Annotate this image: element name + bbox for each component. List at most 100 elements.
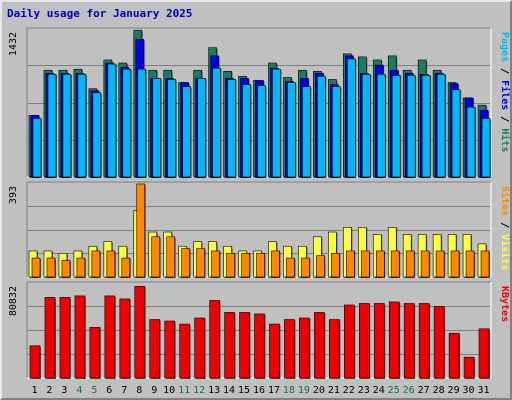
- sites-bar: [405, 250, 415, 278]
- kbytes-side-label-part: KBytes: [499, 286, 510, 322]
- kbytes-bar: [478, 328, 490, 379]
- sites-bar: [271, 250, 280, 278]
- kbytes-bar: [314, 312, 325, 379]
- kbytes-bar: [134, 286, 146, 379]
- x-tick-label: 12: [193, 385, 205, 396]
- kbytes-bar: [164, 320, 176, 379]
- sites-bar: [450, 250, 460, 278]
- kbytes-bar: [254, 313, 265, 379]
- sites-bar: [256, 253, 265, 278]
- x-tick-label: 2: [46, 385, 52, 396]
- x-tick-label: 9: [151, 385, 157, 396]
- sites-bar: [46, 257, 56, 278]
- pages-bar: [481, 118, 491, 178]
- sites-bar: [106, 250, 116, 278]
- sites-bar: [360, 250, 370, 278]
- x-tick-label: 15: [238, 385, 250, 396]
- x-tick-label: 8: [136, 385, 142, 396]
- sites-bar: [346, 250, 355, 278]
- pages-bar: [197, 78, 206, 178]
- sites-bar: [301, 257, 310, 278]
- sites-bar: [211, 250, 220, 278]
- kbytes-bar: [224, 312, 235, 379]
- sites-bar: [286, 257, 295, 278]
- sites-bar: [61, 260, 71, 278]
- kbytes-bar: [104, 295, 116, 379]
- pages-bar: [152, 78, 162, 178]
- kbytes-max-label: 80832: [8, 286, 19, 316]
- pages-bar: [361, 74, 371, 178]
- x-tick-label: 10: [163, 385, 175, 396]
- kbytes-bar: [209, 300, 220, 379]
- sites-bar: [226, 253, 235, 278]
- pages-bar: [92, 92, 102, 178]
- kbytes-bar: [44, 297, 56, 379]
- kbytes-bar: [269, 323, 280, 379]
- pages-bar: [167, 79, 177, 178]
- x-tick-label: 28: [433, 385, 445, 396]
- sites-bar: [121, 257, 131, 278]
- kbytes-bar: [149, 319, 161, 379]
- kbytes-bar: [59, 297, 71, 379]
- x-tick-label: 26: [403, 385, 415, 396]
- pages-bar: [302, 86, 311, 178]
- pages-bar: [122, 68, 132, 178]
- kbytes-bar: [89, 326, 101, 379]
- sites-bar: [31, 257, 41, 278]
- visits-side-label-part: Sites: [499, 186, 511, 216]
- pages-bar: [107, 63, 117, 178]
- x-tick-label: 27: [418, 385, 430, 396]
- kbytes-bar: [388, 301, 400, 379]
- visits-side-label: Sites / Visits: [499, 186, 511, 270]
- x-tick-label: 18: [283, 385, 295, 396]
- sites-bar: [465, 250, 475, 278]
- x-tick-label: 20: [313, 385, 325, 396]
- hits-max-label: 1432: [8, 32, 19, 56]
- x-tick-label: 14: [223, 385, 235, 396]
- sites-bar: [331, 253, 340, 278]
- sites-bar: [480, 250, 490, 278]
- hits-side-label-part: /: [499, 110, 510, 128]
- sites-bar: [181, 248, 190, 278]
- pages-bar: [332, 86, 341, 178]
- chart-title: Daily usage for January 2025: [7, 7, 193, 20]
- kbytes-bar: [403, 303, 415, 379]
- x-tick-label: 13: [208, 385, 220, 396]
- pages-bar: [32, 118, 42, 178]
- x-tick-label: 11: [178, 385, 190, 396]
- kbytes-bar: [74, 295, 86, 379]
- sites-bar: [420, 250, 430, 278]
- kbytes-bar: [179, 323, 190, 379]
- pages-bar: [466, 106, 476, 178]
- x-tick-label: 16: [253, 385, 265, 396]
- pages-bar: [227, 79, 236, 178]
- sites-bar: [316, 255, 325, 278]
- x-tick-label: 17: [268, 385, 280, 396]
- kbytes-bar: [344, 304, 355, 379]
- visits-max-label: 393: [8, 186, 19, 204]
- kbytes-bar: [418, 303, 430, 379]
- pages-bar: [287, 82, 296, 178]
- x-tick-label: 6: [106, 385, 112, 396]
- hits-side-label-part: Hits: [499, 128, 511, 152]
- x-tick-label: 21: [328, 385, 340, 396]
- pages-bar: [257, 85, 266, 178]
- sites-bar: [435, 250, 445, 278]
- kbytes-bar: [358, 303, 370, 379]
- kbytes-bar: [194, 317, 205, 379]
- kbytes-bar: [433, 306, 445, 379]
- kbytes-bar: [29, 345, 41, 379]
- hits-side-label-part: Files: [499, 80, 511, 110]
- sites-bar: [241, 253, 250, 278]
- x-tick-label: 7: [121, 385, 127, 396]
- hits-side-label-part: /: [499, 62, 510, 80]
- pages-bar: [347, 58, 356, 178]
- kbytes-bar: [119, 298, 131, 379]
- x-tick-label: 3: [61, 385, 67, 396]
- hits-side-label: Pages / Files / Hits: [499, 32, 511, 152]
- x-tick-label: 25: [388, 385, 400, 396]
- hits-side-label-part: Pages: [499, 32, 510, 62]
- pages-bar: [272, 68, 281, 178]
- pages-bar: [317, 76, 326, 178]
- x-tick-label: 5: [91, 385, 97, 396]
